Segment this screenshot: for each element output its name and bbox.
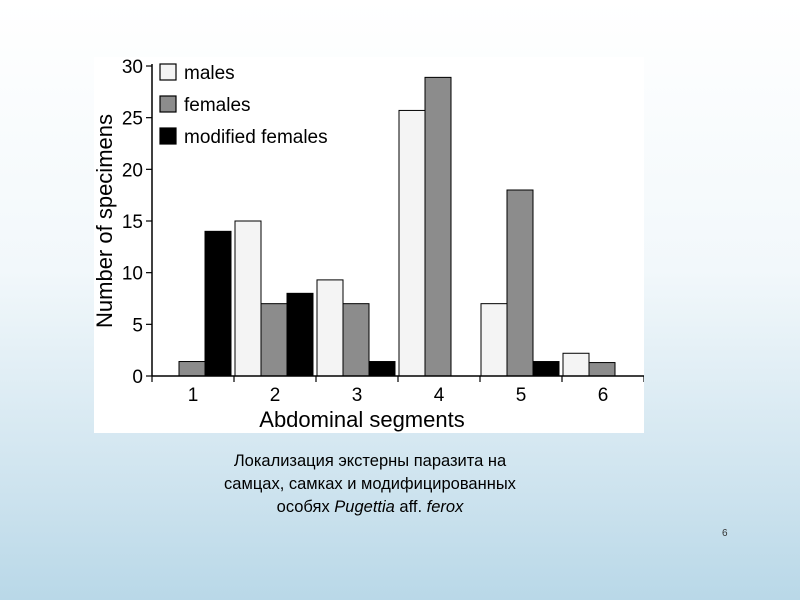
bar-chart: 0 5 10 15 20 25 30 1 2 3 4 5 6 males females modified …: [94, 57, 644, 432]
bar-females-segment-5: [506, 189, 534, 377]
bar-males-segment-3: [316, 279, 344, 377]
y-tick-label: 5: [132, 315, 143, 336]
caption-line-3: особях Pugettia aff. ferox: [150, 496, 590, 519]
bar-males-segment-2: [234, 220, 262, 377]
bar-modified-females-segment-1: [204, 230, 232, 377]
legend-label-males: males: [184, 63, 235, 84]
y-tick-label: 15: [122, 212, 143, 233]
bar-females-segment-4: [424, 76, 452, 377]
bar-males-segment-6: [562, 352, 590, 377]
y-tick-label: 25: [122, 109, 143, 130]
y-tick-label: 30: [122, 57, 143, 78]
bar-females-segment-1: [178, 361, 206, 377]
chart-panel: 0 5 10 15 20 25 30 1 2 3 4 5 6 males females modified …: [94, 57, 644, 433]
y-tick-label: 20: [122, 160, 143, 181]
x-tick-label: 6: [598, 385, 609, 406]
bar-modified-females-segment-2: [286, 292, 314, 377]
legend-label-modified-females: modified females: [184, 127, 328, 148]
bars-group: [178, 76, 616, 377]
legend-swatch-females: [159, 95, 177, 113]
caption-genus: Pugettia: [334, 498, 395, 516]
bar-modified-females-segment-5: [532, 361, 560, 377]
caption-line-1: Локализация экстерны паразита на: [233, 452, 507, 470]
axes-group: 0 5 10 15 20 25 30 1 2 3 4 5 6: [122, 57, 644, 406]
x-tick-label: 4: [434, 385, 445, 406]
slide-caption: Локализация экстерны паразита на самцах,…: [150, 450, 590, 519]
legend-swatch-males: [159, 63, 177, 81]
legend-swatch-modified-females: [159, 127, 177, 145]
bar-modified-females-segment-3: [368, 361, 396, 377]
caption-line-2: самцах, самках и модифицированных: [224, 475, 516, 493]
bar-females-segment-2: [260, 303, 288, 377]
x-tick-label: 1: [188, 385, 199, 406]
bar-males-segment-5: [480, 303, 508, 377]
x-tick-label: 2: [270, 385, 281, 406]
x-tick-label: 5: [516, 385, 527, 406]
caption-prefix: особях: [276, 498, 335, 516]
legend-label-females: females: [184, 95, 251, 116]
y-tick-label: 10: [122, 264, 143, 285]
caption-aff: aff.: [394, 498, 427, 516]
caption-species: ferox: [426, 498, 464, 516]
bar-females-segment-6: [588, 362, 616, 377]
page-number: 6: [722, 528, 728, 539]
x-axis-label: Abdominal segments: [259, 407, 464, 432]
legend: males females modified females: [159, 63, 328, 148]
bar-females-segment-3: [342, 303, 370, 377]
y-tick-label: 0: [132, 367, 143, 388]
bar-males-segment-4: [398, 109, 426, 377]
y-axis-label: Number of specimens: [94, 114, 117, 328]
x-tick-label: 3: [352, 385, 363, 406]
